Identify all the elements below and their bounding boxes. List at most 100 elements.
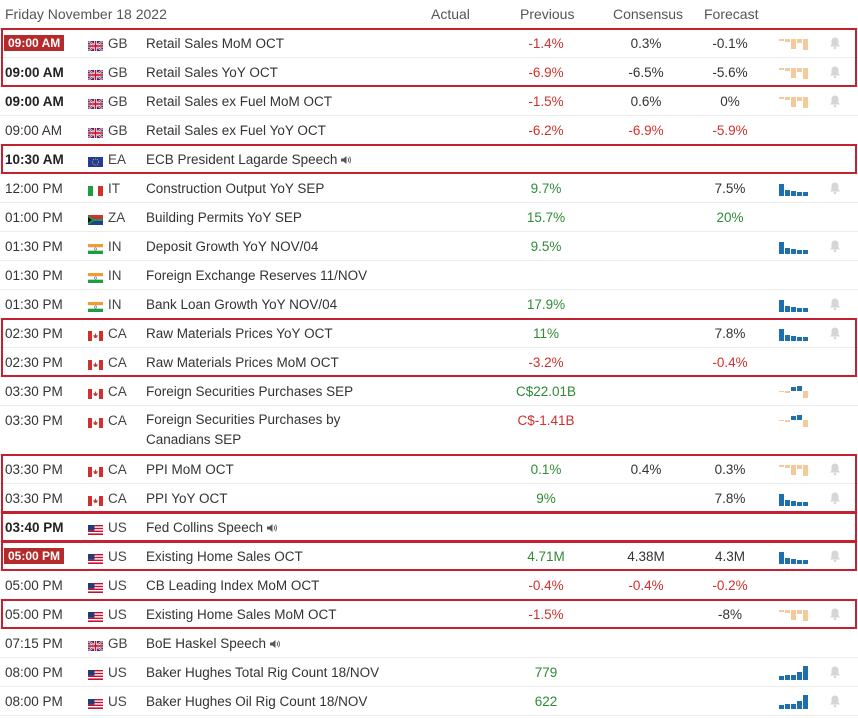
calendar-row[interactable]: 01:30 PM IN Foreign Exchange Reserves 11/N… [0, 261, 858, 290]
country-code: US [108, 607, 127, 622]
column-consensus[interactable]: Consensus [613, 6, 684, 22]
calendar-row[interactable]: 12:00 PM IT Construction Output YoY SEP 9.7… [0, 174, 858, 203]
event-name: Baker Hughes Oil Rig Count 18/NOV [146, 694, 368, 709]
event-name-link[interactable]: Raw Materials Prices MoM OCT [146, 355, 339, 370]
event-name-link[interactable]: Retail Sales ex Fuel YoY OCT [146, 123, 326, 138]
calendar-row[interactable]: 03:30 PM CA Foreign Securities Purchases S… [0, 377, 858, 406]
event-name-link[interactable]: Existing Home Sales MoM OCT [146, 607, 337, 622]
event-name-link[interactable]: CB Leading Index MoM OCT [146, 578, 319, 593]
event-name-link[interactable]: BoE Haskel Speech [146, 636, 281, 651]
bell-alert-icon[interactable] [828, 491, 842, 505]
country-flag-icon [88, 581, 103, 593]
calendar-row[interactable]: 08:00 PM US Baker Hughes Oil Rig Count 18/… [0, 687, 858, 716]
bell-alert-icon[interactable] [828, 94, 842, 108]
bell-alert-icon[interactable] [828, 65, 842, 79]
forecast-value: 0% [720, 94, 740, 109]
event-name-link[interactable]: Fed Collins Speech [146, 520, 278, 535]
event-name-link[interactable]: PPI YoY OCT [146, 491, 228, 506]
event-name: Building Permits YoY SEP [146, 210, 302, 225]
event-time: 01:30 PM [5, 239, 63, 254]
event-name-link[interactable]: Baker Hughes Oil Rig Count 18/NOV [146, 694, 367, 709]
sparkline-chart-icon[interactable] [779, 606, 809, 622]
sparkline-chart-icon[interactable] [779, 693, 809, 709]
calendar-row[interactable]: 01:30 PM IN Deposit Growth YoY NOV/04 9.5% [0, 232, 858, 261]
sparkline-chart-icon[interactable] [779, 664, 809, 680]
calendar-row[interactable]: 08:00 PM US Baker Hughes Total Rig Count 1… [0, 658, 858, 687]
sparkline-chart-icon[interactable] [779, 180, 809, 198]
event-name: Raw Materials Prices YoY OCT [146, 326, 333, 341]
country-code: CA [108, 413, 127, 428]
country-code: US [108, 520, 127, 535]
event-name-link[interactable]: Foreign Exchange Reserves 11/NOV [146, 268, 367, 283]
sparkline-chart-icon[interactable] [779, 412, 809, 428]
bell-alert-icon[interactable] [828, 549, 842, 563]
country-flag-icon [87, 68, 104, 81]
calendar-row[interactable]: 09:00 AM GB Retail Sales MoM OCT -1.4% 0.3% -… [0, 29, 858, 58]
event-name-link[interactable]: ECB President Lagarde Speech [146, 152, 352, 167]
event-name-link[interactable]: Building Permits YoY SEP [146, 210, 302, 225]
forecast-value: -0.1% [712, 36, 748, 51]
forecast-value: -5.6% [712, 65, 748, 80]
event-name-link[interactable]: Existing Home Sales OCT [146, 549, 303, 564]
sparkline-chart-icon[interactable] [779, 548, 809, 566]
previous-value: 779 [534, 665, 558, 680]
previous-value: C$22.01B [515, 384, 577, 399]
event-name-link[interactable]: Retail Sales YoY OCT [146, 65, 278, 80]
event-name-link[interactable]: Bank Loan Growth YoY NOV/04 [146, 297, 337, 312]
country-flag-icon [87, 639, 104, 652]
bell-alert-icon[interactable] [828, 607, 842, 621]
event-name-link[interactable]: Raw Materials Prices YoY OCT [146, 326, 333, 341]
sparkline-chart-icon[interactable] [779, 461, 809, 477]
event-name-link[interactable]: Deposit Growth YoY NOV/04 [146, 239, 318, 254]
calendar-row[interactable]: 05:00 PM US CB Leading Index MoM OCT -0.4% -… [0, 571, 858, 600]
calendar-row[interactable]: 07:15 PM GB BoE Haskel Speech [0, 629, 858, 658]
sparkline-chart-icon[interactable] [779, 383, 809, 399]
bell-alert-icon[interactable] [828, 462, 842, 476]
bell-alert-icon[interactable] [828, 181, 842, 195]
bell-alert-icon[interactable] [828, 326, 842, 340]
column-forecast[interactable]: Forecast [704, 6, 759, 22]
event-name-link[interactable]: Retail Sales MoM OCT [146, 36, 284, 51]
column-previous[interactable]: Previous [520, 6, 575, 22]
country-flag-icon [88, 358, 103, 370]
calendar-row[interactable]: 03:30 PM CA PPI MoM OCT 0.1% 0.4% 0.3% [0, 455, 858, 484]
calendar-row[interactable]: 01:30 PM IN Bank Loan Growth YoY NOV/04 17.… [0, 290, 858, 319]
sparkline-chart-icon[interactable] [779, 490, 809, 508]
bell-alert-icon[interactable] [828, 239, 842, 253]
event-name-link[interactable]: Foreign Securities Purchases SEP [146, 384, 353, 399]
event-name-link[interactable]: Baker Hughes Total Rig Count 18/NOV [146, 665, 379, 680]
calendar-row[interactable]: 03:30 PM CA Foreign Securities Purchases b… [0, 406, 858, 455]
highlight-box [1, 541, 857, 571]
event-name-link[interactable]: Foreign Securities Purchases by Canadians… [146, 410, 340, 450]
event-name: ECB President Lagarde Speech [146, 152, 338, 167]
country-flag-icon [88, 155, 103, 167]
event-time: 02:30 PM [5, 326, 63, 341]
event-name-link[interactable]: Construction Output YoY SEP [146, 181, 324, 196]
calendar-row[interactable]: 01:00 PM ZA Building Permits YoY SEP 15.7% 2… [0, 203, 858, 232]
sparkline-chart-icon[interactable] [779, 35, 809, 51]
bell-alert-icon[interactable] [828, 297, 842, 311]
previous-value: 9.5% [530, 239, 562, 254]
country-code: GB [108, 636, 128, 651]
bell-alert-icon[interactable] [828, 694, 842, 708]
column-actual[interactable]: Actual [431, 6, 470, 22]
event-name: Existing Home Sales MoM OCT [146, 607, 337, 622]
sparkline-chart-icon[interactable] [779, 93, 809, 109]
event-name-link[interactable]: PPI MoM OCT [146, 462, 234, 477]
country-code: IN [108, 297, 122, 312]
event-name-link[interactable]: Retail Sales ex Fuel MoM OCT [146, 94, 332, 109]
sparkline-chart-icon[interactable] [779, 296, 809, 314]
calendar-row[interactable]: 02:30 PM CA Raw Materials Prices YoY OCT 11… [0, 319, 858, 348]
calendar-row[interactable]: 09:00 AM GB Retail Sales ex Fuel MoM OCT -1… [0, 87, 858, 116]
country-flag-icon [88, 523, 103, 535]
sparkline-chart-icon[interactable] [779, 64, 809, 80]
bell-alert-icon[interactable] [828, 36, 842, 50]
sparkline-chart-icon[interactable] [779, 325, 809, 343]
previous-value: C$-1.41B [517, 413, 575, 428]
bell-alert-icon[interactable] [828, 665, 842, 679]
event-time: 03:30 PM [5, 491, 63, 506]
country-flag-icon [87, 97, 104, 110]
calendar-row[interactable]: 09:00 AM GB Retail Sales ex Fuel YoY OCT -6… [0, 116, 858, 145]
event-time: 02:30 PM [5, 355, 63, 370]
sparkline-chart-icon[interactable] [779, 238, 809, 256]
